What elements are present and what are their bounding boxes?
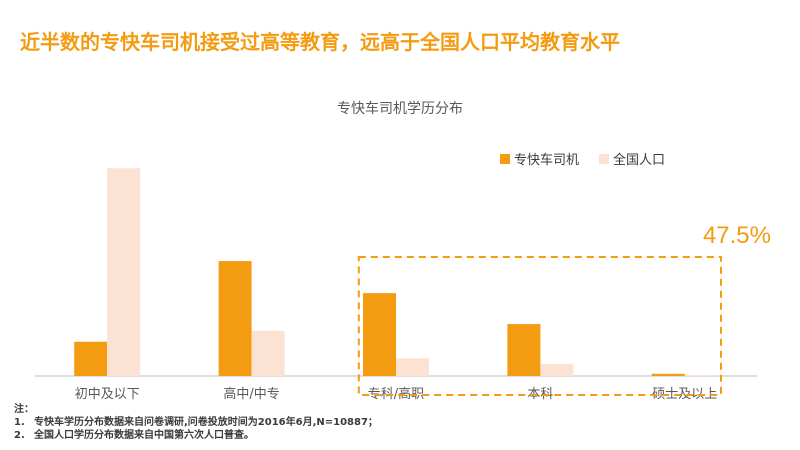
legend-swatch-0 [500,154,510,164]
bar-population-0 [107,168,141,376]
headline: 近半数的专快车司机接受过高等教育，远高于全国人口平均教育水平 [20,30,620,54]
bar-population-3 [540,363,574,376]
footnote-2: 2. 全国人口学历分布数据来自中国第六次人口普查。 [14,429,378,442]
x-tick-label-2: 专科/高职 [368,386,424,402]
highlight-percentage-label: 47.5% [703,222,771,249]
footnote-1: 1. 专快车学历分布数据来自问卷调研,问卷投放时间为2016年6月,N=10887… [14,416,378,429]
x-tick-label-1: 高中/中专 [223,386,279,402]
chart-title: 专快车司机学历分布 [337,101,463,117]
footnote-1-number: 1. [14,417,25,428]
legend-label-1: 全国人口 [613,152,665,168]
bar-population-4 [684,374,718,376]
highlight-box [357,256,722,396]
x-tick-label-4: 硕士及以上 [652,387,717,402]
bar-population-1 [251,330,285,376]
bar-driver-2 [363,293,396,376]
x-tick-label-0: 初中及以下 [75,387,140,402]
footnote-2-number: 2. [14,430,25,441]
legend-label-0: 专快车司机 [514,152,579,168]
bar-driver-1 [218,261,252,376]
bar-driver-4 [651,373,685,376]
footnote-1-text: 专快车学历分布数据来自问卷调研,问卷投放时间为2016年6月,N=10887； [34,417,378,428]
footnotes: 注： 1. 专快车学历分布数据来自问卷调研,问卷投放时间为2016年6月,N=10… [14,403,378,442]
x-tick-label-3: 本科 [527,387,553,402]
bar-driver-3 [507,324,541,376]
bar-driver-0 [74,341,108,376]
bar-population-2 [396,358,429,376]
legend-swatch-1 [599,154,610,164]
footnote-2-text: 全国人口学历分布数据来自中国第六次人口普查。 [34,430,254,441]
footnote-header: 注： [14,404,34,415]
